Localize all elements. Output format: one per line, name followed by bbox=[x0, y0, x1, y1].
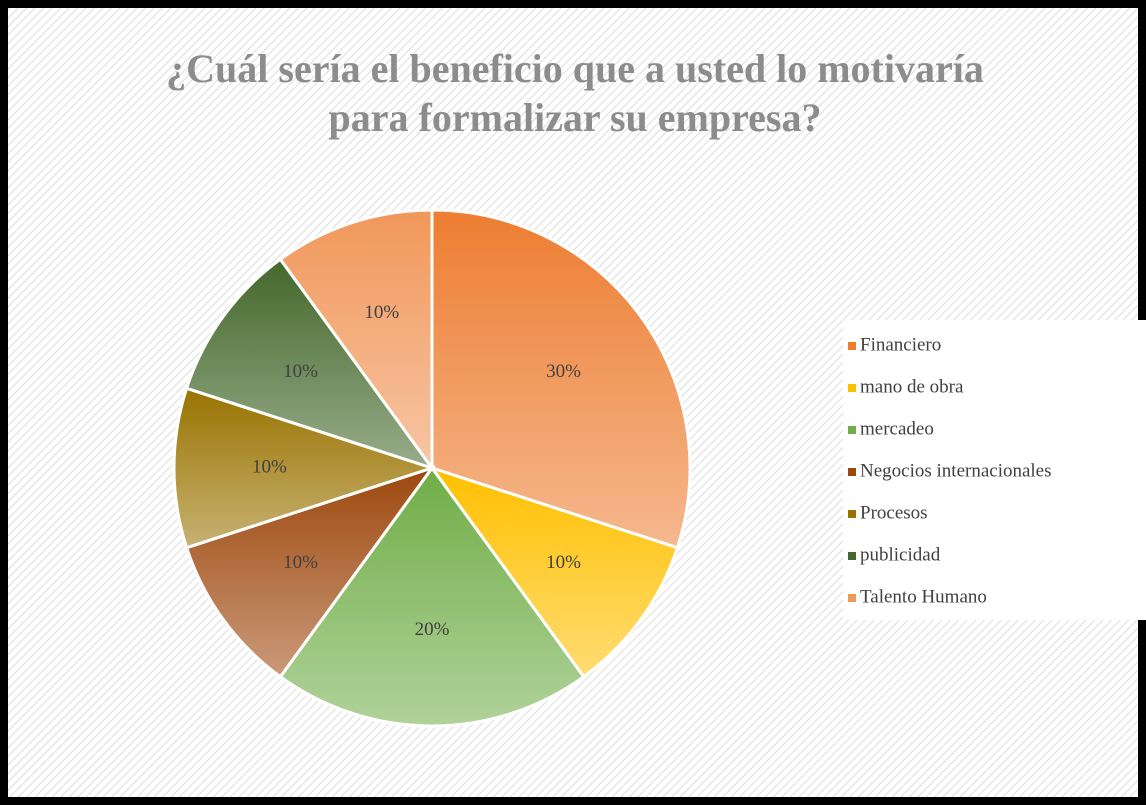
pie-slice bbox=[278, 208, 434, 473]
legend-box bbox=[843, 320, 1146, 620]
legend-label: Talento Humano bbox=[860, 586, 987, 607]
pie-slice bbox=[430, 208, 692, 550]
legend-marker bbox=[848, 510, 856, 518]
data-label: 20% bbox=[415, 619, 450, 640]
data-label: 10% bbox=[546, 552, 581, 573]
chart-title: para formalizar su empresa? bbox=[329, 95, 822, 140]
legend-label: Financiero bbox=[860, 334, 941, 355]
pie-slice bbox=[172, 386, 437, 550]
legend-label: mano de obra bbox=[860, 376, 964, 397]
data-label: 10% bbox=[283, 361, 318, 382]
data-label: 10% bbox=[364, 302, 399, 323]
pie-slice bbox=[278, 465, 586, 728]
legend-marker bbox=[848, 552, 856, 560]
pie-slice bbox=[184, 257, 436, 471]
chart-title: ¿Cuál sería el beneficio que a usted lo … bbox=[166, 46, 984, 91]
legend-label: Procesos bbox=[860, 502, 928, 523]
data-label: 30% bbox=[546, 361, 581, 382]
legend-marker bbox=[848, 594, 856, 602]
legend-label: Negocios internacionales bbox=[860, 460, 1052, 481]
data-label: 10% bbox=[252, 456, 287, 477]
pie-slice bbox=[184, 465, 436, 679]
legend-marker bbox=[848, 384, 856, 392]
legend-marker bbox=[848, 426, 856, 434]
legend-marker bbox=[848, 342, 856, 350]
data-label: 10% bbox=[283, 552, 318, 573]
pie-slice bbox=[428, 465, 680, 679]
legend-label: publicidad bbox=[860, 544, 941, 565]
legend-marker bbox=[848, 468, 856, 476]
legend-label: mercadeo bbox=[860, 418, 934, 439]
